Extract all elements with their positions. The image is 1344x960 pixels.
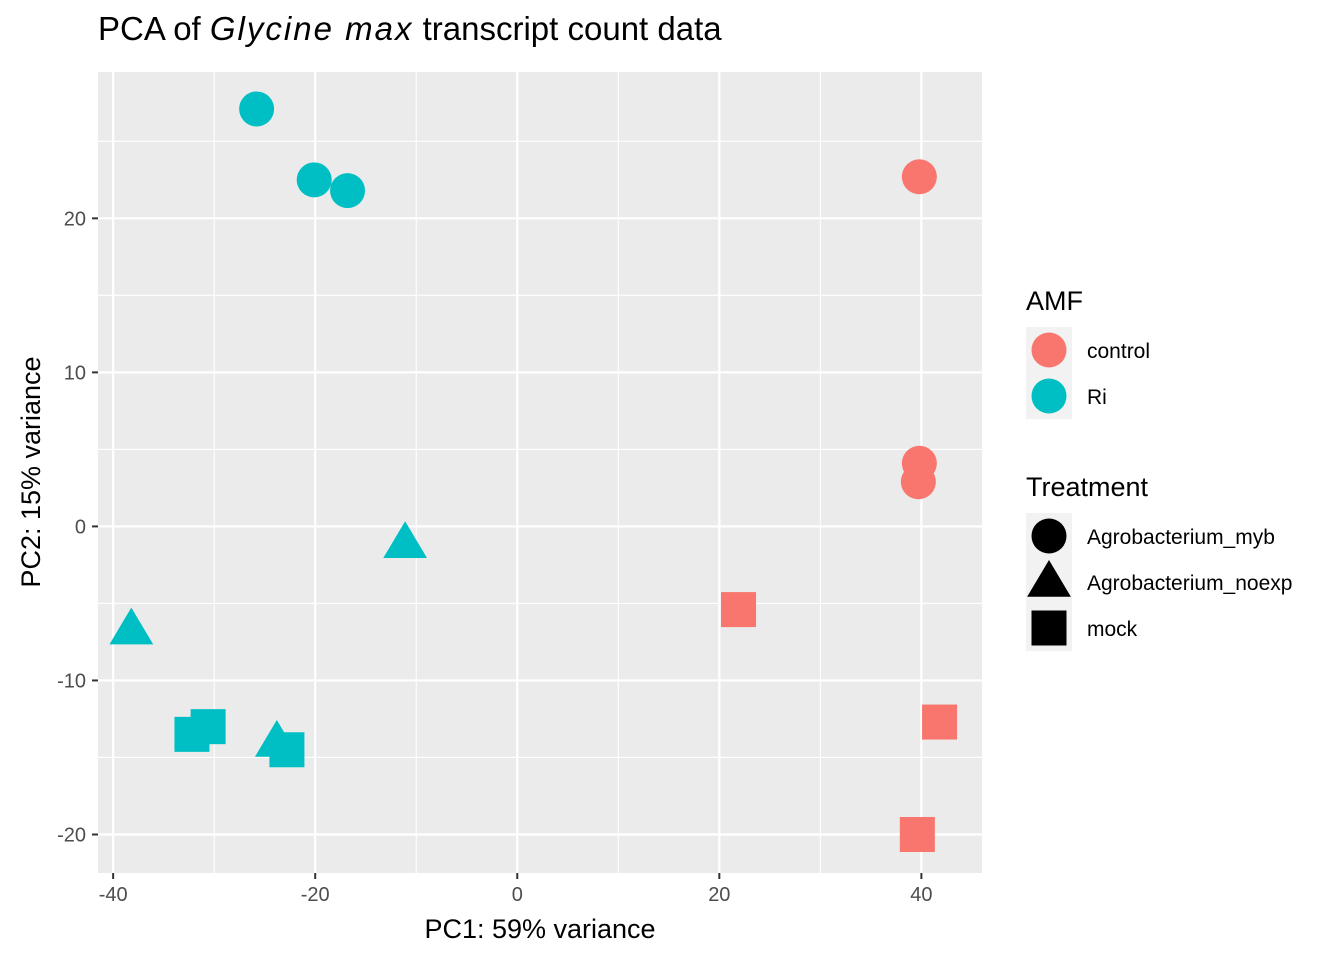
data-point xyxy=(269,732,305,768)
legends: AMF control Ri Treatment Agrobacterium_myb Ag… xyxy=(1026,286,1292,651)
chart-title-italic: Glycine max xyxy=(210,10,414,47)
plot-panel xyxy=(98,72,982,873)
data-points xyxy=(109,91,958,852)
y-axis: -20 -10 0 10 20 xyxy=(57,208,98,846)
legend-label: Ri xyxy=(1087,386,1107,409)
legend-label: mock xyxy=(1087,618,1138,641)
legend-shape-key xyxy=(1027,559,1071,597)
data-point xyxy=(899,816,935,852)
legend-label: control xyxy=(1087,340,1150,363)
legend-shape-key xyxy=(1031,518,1067,554)
x-axis-title: PC1: 59% variance xyxy=(424,914,655,944)
legend-title: Treatment xyxy=(1026,472,1149,502)
y-axis-title: PC2: 15% variance xyxy=(16,356,46,587)
y-tick-label: 20 xyxy=(64,208,86,230)
legend-label: Agrobacterium_myb xyxy=(1087,526,1275,549)
legend-label: Agrobacterium_noexp xyxy=(1087,572,1292,595)
data-point xyxy=(901,159,937,195)
data-point xyxy=(190,709,226,745)
legend-color-key xyxy=(1031,378,1067,414)
data-point xyxy=(922,704,958,740)
y-tick-label: 0 xyxy=(75,516,86,538)
legend-color-key xyxy=(1031,332,1067,368)
data-point xyxy=(383,521,428,559)
data-point xyxy=(296,162,332,198)
data-point xyxy=(109,607,154,645)
x-tick-label: -20 xyxy=(301,884,330,906)
data-point xyxy=(900,464,936,500)
legend-title: AMF xyxy=(1026,286,1083,316)
x-axis: -40 -20 0 20 40 xyxy=(99,873,933,906)
chart-title-suffix: transcript count data xyxy=(413,10,722,47)
y-tick-label: -20 xyxy=(57,824,86,846)
legend-shape-key xyxy=(1031,610,1067,646)
y-tick-label: -10 xyxy=(57,670,86,692)
minor-gridlines xyxy=(98,72,982,873)
chart-title: PCA of Glycine max transcript count data xyxy=(98,10,722,47)
data-point xyxy=(721,592,757,628)
x-tick-label: 0 xyxy=(512,884,523,906)
x-tick-label: 20 xyxy=(708,884,730,906)
x-tick-label: 40 xyxy=(910,884,932,906)
data-point xyxy=(239,91,275,127)
y-tick-label: 10 xyxy=(64,362,86,384)
x-tick-label: -40 xyxy=(99,884,128,906)
chart-title-prefix: PCA of xyxy=(98,10,210,47)
data-point xyxy=(330,173,366,209)
